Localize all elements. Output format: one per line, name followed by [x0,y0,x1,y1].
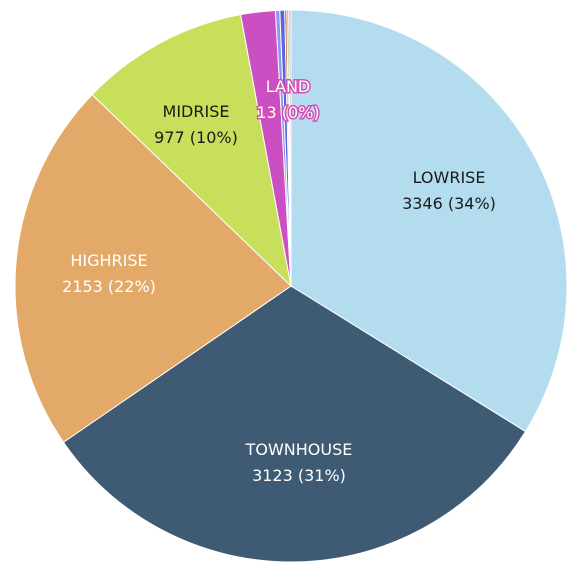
pie-slice-lowrise[interactable] [290,9,568,433]
pie-slice-highrise[interactable] [14,93,292,443]
slice-value-land: 13 (0%) [256,103,319,122]
slice-value-highrise: 2153 (22%) [62,277,156,296]
slice-label-townhouse: TOWNHOUSE [245,440,353,459]
slice-label-lowrise: LOWRISE [413,168,486,187]
pie-slice-land[interactable] [288,9,292,287]
slice-value-townhouse: 3123 (31%) [252,466,346,485]
slice-value-lowrise: 3346 (34%) [402,194,496,213]
slice-label-highrise: HIGHRISE [70,251,147,270]
pie-slice-midrise[interactable] [91,14,292,288]
slice-label-land: LAND [266,77,311,96]
pie-labels: LOWRISE 3346 (34%) TOWNHOUSE 3123 (31%) HIGH… [62,76,496,486]
slice-value-midrise: 977 (10%) [154,128,238,147]
pie-slice-townhouse[interactable] [62,285,527,563]
pie-slices [14,9,568,563]
slice-label-midrise: MIDRISE [163,102,230,121]
